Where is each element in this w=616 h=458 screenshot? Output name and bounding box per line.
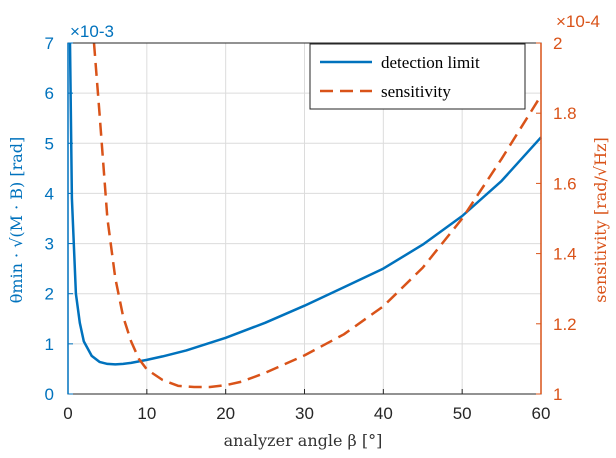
x-tick-label: 30 <box>295 404 314 423</box>
left-y-tick-label: 2 <box>45 285 54 304</box>
left-y-tick-label: 4 <box>45 184 54 203</box>
axes: 0 10 20 30 40 50 60 0 1 2 3 4 5 6 7 1 1.2 1.4 1.6 1.8 2 <box>45 34 577 423</box>
x-tick-label: 0 <box>63 404 72 423</box>
x-axis-title: analyzer angle β [°] <box>224 431 383 450</box>
left-y-tick-label: 1 <box>45 335 54 354</box>
left-axis-multiplier: ×10-3 <box>70 22 114 41</box>
x-tick-label: 40 <box>374 404 393 423</box>
left-y-tick-label: 6 <box>45 84 54 103</box>
right-y-tick-label: 1 <box>553 385 562 404</box>
x-tick-label: 50 <box>453 404 472 423</box>
legend-label-sensitivity: sensitivity <box>381 82 451 101</box>
right-y-tick-label: 2 <box>553 34 562 53</box>
legend: detection limit sensitivity <box>309 43 526 110</box>
series-line-sensitivity <box>92 42 543 389</box>
legend-box <box>309 43 526 110</box>
right-y-tick-label: 1.2 <box>553 315 577 334</box>
series-line-detection-limit <box>68 42 542 366</box>
x-tick-label: 10 <box>137 404 156 423</box>
right-y-tick-label: 1.6 <box>553 174 577 193</box>
x-tick-label: 20 <box>216 404 235 423</box>
right-y-tick-label: 1.4 <box>553 245 577 264</box>
plot-series <box>68 42 543 389</box>
left-y-tick-label: 5 <box>45 134 54 153</box>
left-y-tick-label: 7 <box>45 34 54 53</box>
right-axis-title: sensitivity [rad/√Hz] <box>591 137 610 302</box>
x-tick-label: 60 <box>532 404 551 423</box>
left-axis-title: θmin · √(M · B) [rad] <box>7 137 26 304</box>
left-y-tick-label: 0 <box>45 385 54 404</box>
right-axis-multiplier: ×10-4 <box>556 12 600 31</box>
legend-label-detection-limit: detection limit <box>381 53 480 72</box>
left-y-tick-label: 3 <box>45 235 54 254</box>
right-y-tick-label: 1.8 <box>553 104 577 123</box>
